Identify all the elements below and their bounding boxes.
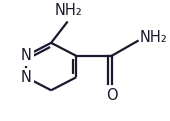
Text: O: O — [106, 88, 117, 103]
Text: N: N — [21, 48, 31, 63]
Text: NH₂: NH₂ — [139, 30, 167, 45]
Text: NH₂: NH₂ — [55, 3, 83, 18]
Text: N: N — [21, 70, 31, 85]
